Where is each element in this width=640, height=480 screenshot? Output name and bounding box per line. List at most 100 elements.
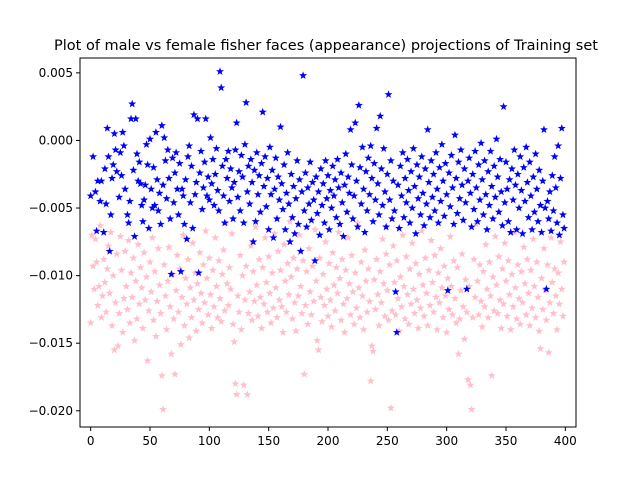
data-point — [529, 234, 538, 243]
data-point — [160, 133, 169, 142]
data-point — [440, 211, 449, 220]
data-point — [471, 293, 480, 301]
data-point — [407, 299, 416, 308]
data-point — [486, 147, 495, 155]
data-point — [174, 307, 183, 316]
data-point — [193, 114, 202, 123]
data-point — [426, 301, 435, 309]
data-point — [386, 403, 395, 412]
data-point — [198, 205, 207, 213]
data-point — [175, 264, 184, 273]
data-point — [409, 284, 418, 293]
data-point — [267, 190, 276, 198]
data-point — [464, 375, 473, 384]
data-point — [448, 310, 457, 319]
data-point — [332, 213, 341, 221]
data-point — [426, 213, 435, 221]
data-point — [502, 157, 510, 166]
data-point — [415, 172, 424, 181]
data-point — [130, 336, 139, 344]
data-point — [99, 228, 108, 236]
data-point — [366, 141, 375, 150]
x-axis: 0 50 100 150 200 250 300 350 400 — [87, 427, 577, 448]
data-point — [153, 297, 162, 305]
data-point — [301, 168, 310, 177]
data-point — [364, 153, 373, 162]
data-point — [339, 299, 348, 308]
data-point — [522, 143, 531, 151]
data-point — [136, 179, 145, 188]
data-point — [452, 318, 461, 327]
data-point — [157, 121, 166, 129]
data-point — [454, 349, 463, 358]
data-point — [410, 309, 419, 317]
data-point — [523, 178, 532, 186]
data-point — [195, 248, 204, 257]
data-point — [542, 316, 551, 324]
data-point — [97, 313, 106, 321]
data-point — [144, 224, 153, 232]
data-point — [535, 165, 544, 174]
data-point — [403, 290, 412, 298]
data-point — [532, 184, 541, 193]
data-point — [534, 217, 543, 225]
data-point — [302, 222, 311, 231]
data-point — [341, 266, 350, 274]
data-point — [233, 193, 242, 201]
data-point — [380, 187, 389, 196]
data-point — [308, 178, 317, 186]
data-point — [205, 195, 214, 204]
data-point — [213, 186, 222, 194]
data-point — [346, 310, 355, 319]
data-point — [500, 198, 509, 207]
data-point — [235, 307, 243, 316]
data-point — [305, 199, 314, 208]
data-point — [361, 167, 370, 175]
data-point — [370, 275, 379, 284]
data-point — [140, 195, 149, 204]
data-point — [315, 230, 324, 239]
data-point — [200, 298, 209, 307]
data-point — [254, 190, 262, 198]
data-point — [408, 238, 417, 247]
data-point — [372, 255, 381, 263]
data-point — [530, 207, 539, 216]
data-point — [159, 180, 168, 189]
data-point — [321, 237, 330, 246]
data-point — [519, 243, 528, 251]
data-point — [333, 155, 342, 163]
data-point — [448, 183, 457, 192]
data-point — [147, 184, 156, 193]
data-point — [155, 280, 164, 289]
data-point — [518, 298, 527, 307]
data-point — [468, 170, 477, 178]
data-point — [391, 310, 400, 319]
data-point — [274, 247, 283, 255]
data-point — [348, 287, 357, 296]
data-point — [526, 191, 535, 200]
data-point — [371, 195, 380, 204]
data-point — [300, 370, 309, 378]
data-point — [471, 147, 480, 155]
data-point — [435, 298, 444, 307]
data-point — [132, 149, 141, 158]
data-point — [320, 301, 329, 309]
data-point — [118, 128, 127, 136]
data-point — [348, 214, 357, 223]
data-point — [313, 209, 322, 217]
data-point — [165, 174, 173, 182]
data-point — [345, 188, 354, 197]
data-point — [534, 293, 543, 301]
data-point — [146, 257, 154, 266]
data-point — [382, 222, 391, 231]
data-point — [129, 253, 138, 262]
data-point — [449, 220, 458, 228]
data-point — [431, 148, 440, 157]
data-point — [96, 197, 105, 205]
data-point — [270, 184, 279, 193]
data-point — [503, 184, 512, 193]
data-point — [110, 345, 119, 354]
data-point — [155, 188, 164, 197]
data-point — [318, 317, 327, 325]
data-point — [237, 151, 246, 159]
